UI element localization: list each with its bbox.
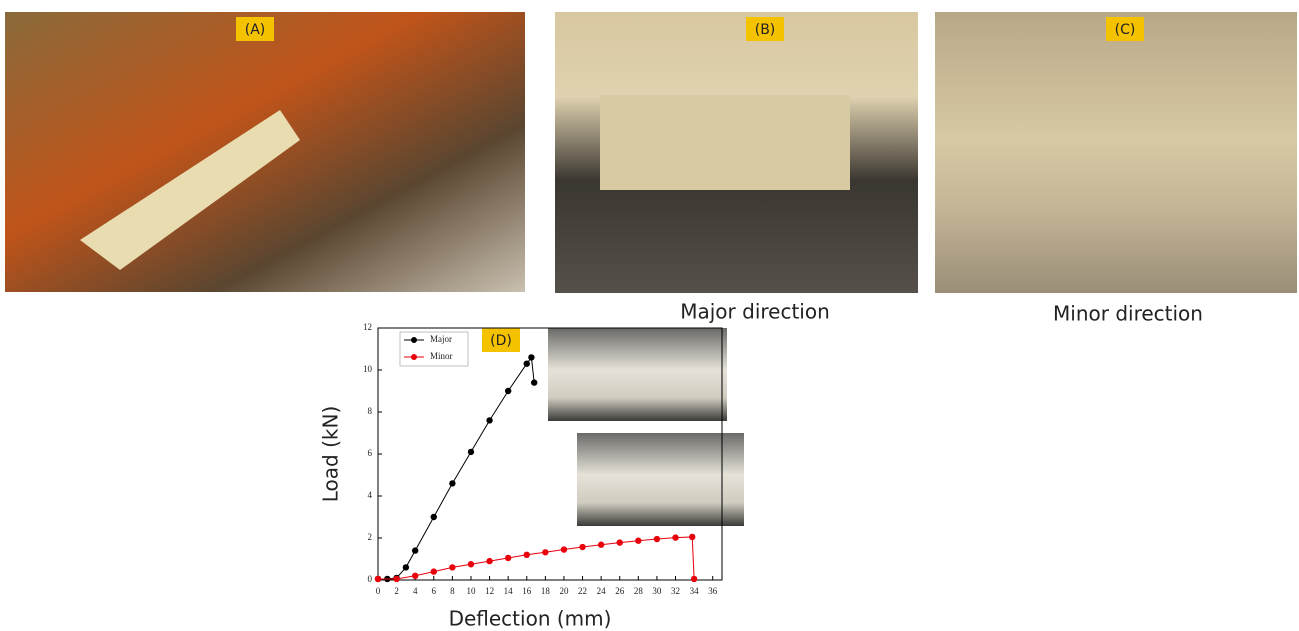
series-line (378, 537, 694, 579)
caption: Minor direction (1053, 302, 1203, 326)
x-tick-label: 30 (652, 586, 662, 596)
data-point (486, 417, 492, 423)
y-tick-label: 10 (363, 364, 373, 374)
data-point (635, 538, 641, 544)
x-tick-label: 24 (597, 586, 607, 596)
data-point (531, 379, 537, 385)
x-tick-label: 34 (690, 586, 700, 596)
data-point (617, 539, 623, 545)
x-tick-label: 18 (541, 586, 551, 596)
x-tick-label: 4 (413, 586, 418, 596)
panel-label: (D) (490, 333, 512, 349)
panel-label: (C) (1115, 22, 1136, 38)
x-tick-label: 28 (634, 586, 644, 596)
data-point (468, 561, 474, 567)
x-tick-label: 20 (559, 586, 569, 596)
y-tick-label: 6 (368, 448, 373, 458)
data-point (431, 568, 437, 574)
panel-label: (A) (245, 22, 266, 38)
panel-label: (B) (755, 22, 776, 38)
x-tick-label: 0 (376, 586, 381, 596)
specimen-b (600, 95, 850, 190)
x-tick-label: 10 (466, 586, 476, 596)
photo-c (935, 12, 1297, 293)
x-tick-label: 26 (615, 586, 625, 596)
x-tick-label: 14 (504, 586, 514, 596)
data-point (691, 576, 697, 582)
data-point (524, 552, 530, 558)
x-tick-label: 2 (394, 586, 399, 596)
inset-photo-1 (548, 328, 727, 421)
data-point (449, 564, 455, 570)
data-point (505, 388, 511, 394)
data-point (598, 542, 604, 548)
x-tick-label: 22 (578, 586, 587, 596)
y-tick-label: 4 (368, 490, 373, 500)
data-point (542, 549, 548, 555)
data-point (505, 555, 511, 561)
data-point (528, 354, 534, 360)
legend-marker (411, 354, 417, 360)
data-point (412, 547, 418, 553)
data-point (449, 480, 455, 486)
data-point (412, 573, 418, 579)
data-point (672, 534, 678, 540)
y-tick-label: 8 (368, 406, 373, 416)
data-point (561, 546, 567, 552)
y-tick-label: 0 (368, 574, 373, 584)
data-point (375, 576, 381, 582)
data-point (468, 449, 474, 455)
inset-photo-2 (577, 433, 744, 526)
x-tick-label: 12 (485, 586, 494, 596)
data-point (431, 514, 437, 520)
data-point (403, 564, 409, 570)
y-tick-label: 2 (368, 532, 373, 542)
legend-label: Major (430, 334, 452, 344)
x-axis-label: Deflection (mm) (449, 607, 612, 631)
data-point (393, 576, 399, 582)
legend-label: Minor (430, 351, 453, 361)
data-point (486, 558, 492, 564)
data-point (654, 536, 660, 542)
figure: (A) (B) (C) (D) Major direction Minor di… (0, 0, 1299, 631)
data-point (689, 534, 695, 540)
y-tick-label: 12 (363, 322, 372, 332)
x-tick-label: 6 (432, 586, 437, 596)
data-point (579, 544, 585, 550)
caption: Major direction (680, 300, 830, 324)
x-tick-label: 16 (522, 586, 532, 596)
x-tick-label: 32 (671, 586, 680, 596)
data-point (524, 361, 530, 367)
x-tick-label: 36 (708, 586, 718, 596)
y-axis-label: Load (kN) (319, 406, 343, 502)
x-tick-label: 8 (450, 586, 455, 596)
legend-marker (411, 337, 417, 343)
